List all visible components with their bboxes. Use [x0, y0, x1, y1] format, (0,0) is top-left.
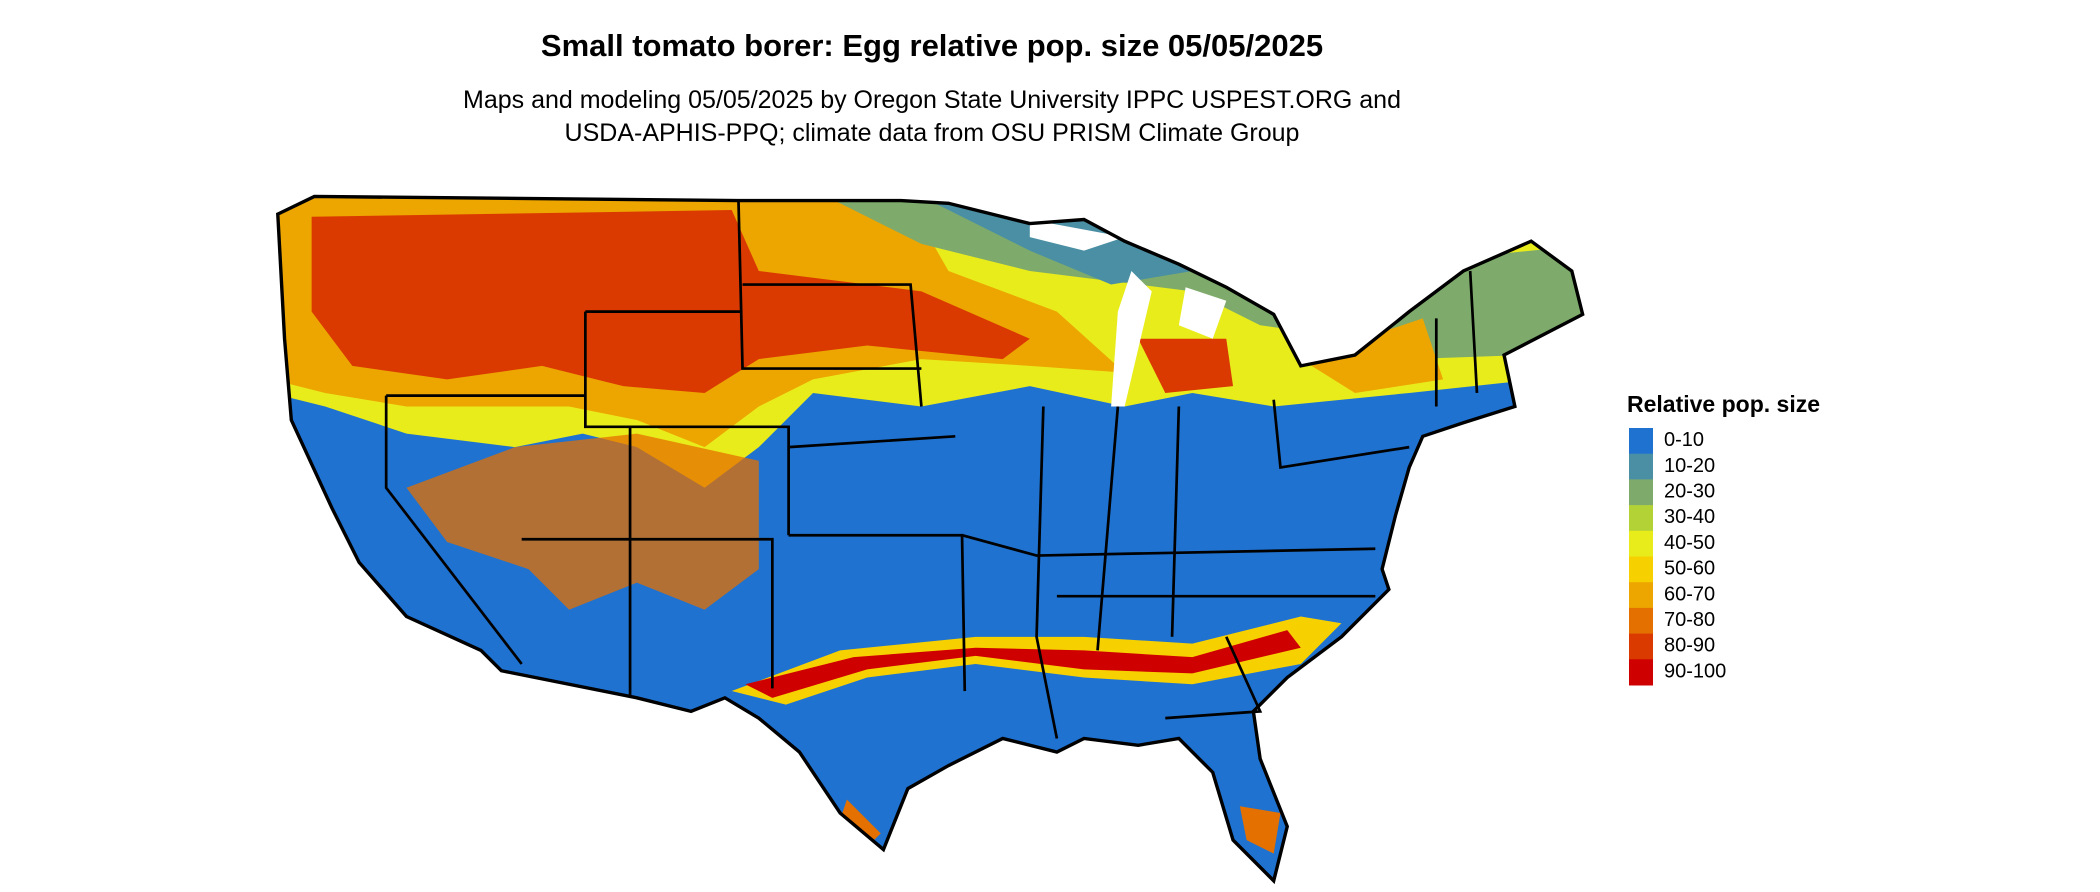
legend-swatch [1629, 633, 1653, 660]
subtitle-line: Maps and modeling 05/05/2025 by Oregon S… [463, 86, 1401, 114]
legend-swatch [1629, 556, 1653, 583]
map-title: Small tomato borer: Egg relative pop. si… [541, 28, 1323, 63]
state-borders [384, 200, 1479, 739]
subtitle-line: USDA-APHIS-PPQ; climate data from OSU PR… [565, 119, 1300, 147]
legend-swatch [1629, 479, 1653, 506]
legend-swatch [1629, 530, 1653, 557]
legend: 0-10 10-20 20-30 30-40 40-50 50-60 60-70 70-80 8… [1629, 428, 1726, 686]
legend-swatch [1629, 582, 1653, 609]
legend-label: 20-30 [1664, 481, 1715, 503]
legend-swatch [1629, 428, 1653, 455]
legend-swatch [1629, 505, 1653, 532]
legend-swatch [1629, 659, 1653, 686]
lakes [1029, 219, 1227, 407]
legend-label: 80-90 [1664, 635, 1715, 657]
legend-label: 50-60 [1664, 558, 1715, 580]
map [276, 194, 1585, 885]
us-outline [276, 194, 1585, 885]
legend-label: 40-50 [1664, 532, 1715, 554]
legend-label: 70-80 [1664, 609, 1715, 631]
legend-label: 90-100 [1664, 660, 1726, 682]
legend-swatch [1629, 607, 1653, 635]
legend-label: 30-40 [1664, 506, 1715, 528]
legend-label: 0-10 [1664, 429, 1704, 451]
legend-label: 60-70 [1664, 583, 1715, 605]
legend-label: 10-20 [1664, 455, 1715, 477]
legend-swatch [1629, 453, 1653, 480]
legend-title: Relative pop. size [1627, 391, 1820, 417]
